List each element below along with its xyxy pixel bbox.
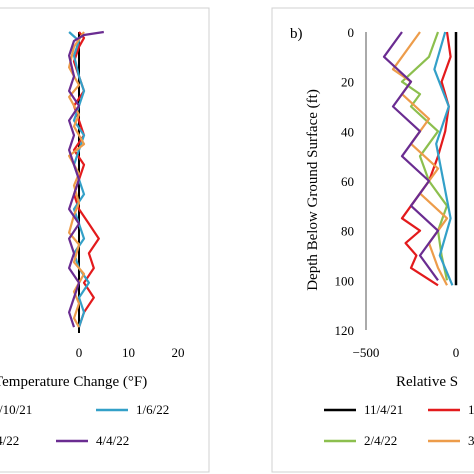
legend-label: 4/4/22 [96,433,129,448]
panel-a-border [0,7,210,473]
legend-item-2: 3/4/22 [0,433,19,448]
legend-item-3: 3 [428,433,474,448]
panel-a-x-axis-title: Temperature Change (°F) [0,374,147,390]
legend-label: 3/4/22 [0,433,19,448]
y-tick-label: 20 [341,75,354,90]
legend-item-2: 2/4/22 [324,433,397,448]
legend-item-3: 4/4/22 [56,433,129,448]
legend-item-1: 1/6/22 [96,402,169,417]
panel-b-x-axis-title: Relative S [396,374,458,390]
y-tick-label: 60 [341,174,354,189]
series-line-2 [68,31,86,328]
y-tick-label: 100 [335,273,355,288]
legend-label: 3 [468,433,474,448]
x-tick-label: 0 [76,345,83,360]
panel-b-label: b) [290,26,303,42]
series-line-4 [382,31,440,281]
panel-a: 0 10 20 Temperature Change (°F) 12/10/21 1/… [0,30,185,448]
legend-item-0: 12/10/21 [0,402,32,417]
panel-b-y-axis-title: Depth Below Ground Surface (ft) [305,89,321,291]
legend-label: 12/10/21 [0,402,32,417]
panel-b-border [271,7,474,473]
series-line-5 [433,31,454,286]
series-line-3 [68,30,104,328]
y-tick-label: 120 [335,323,355,338]
y-tick-label: 0 [348,25,355,40]
y-tick-label: 40 [341,124,354,139]
legend-item-0: 11/4/21 [324,402,403,417]
legend-item-1: 1 [428,402,474,417]
legend-label: 11/4/21 [364,402,403,417]
x-tick-label: 0 [453,345,460,360]
x-tick-label: 10 [122,345,135,360]
y-tick-label: 80 [341,224,354,239]
x-tick-label: −500 [353,345,380,360]
legend-label: 1 [468,402,474,417]
panel-b: b) Depth Below Ground Surface (ft) 0 20 40… [290,25,474,448]
legend-label: 1/6/22 [136,402,169,417]
legend-label: 2/4/22 [364,433,397,448]
x-tick-label: 20 [172,345,185,360]
